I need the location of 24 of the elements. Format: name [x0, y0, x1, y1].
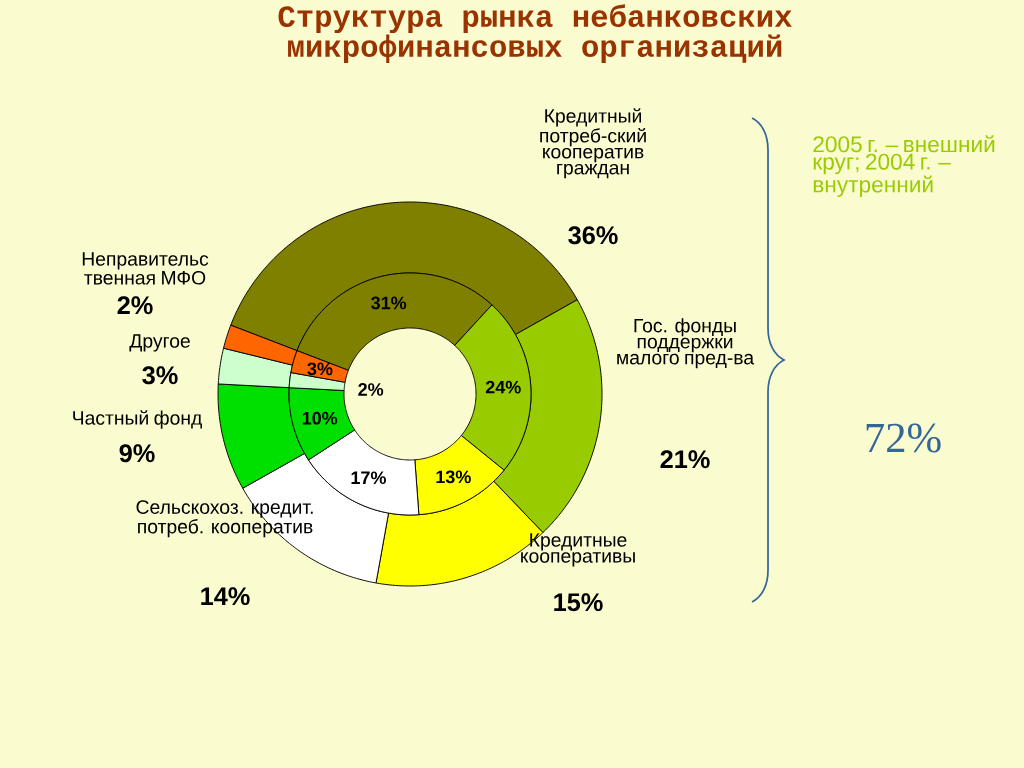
chart-title: Структура рынка небанковских микрофинансовых организаций — [278, 4, 792, 64]
slice-label: Другое — [129, 334, 190, 352]
data-label: 3% — [307, 362, 333, 376]
data-label: 24% — [485, 380, 521, 394]
data-label: 14% — [201, 587, 250, 606]
text: 72% — [866, 423, 941, 453]
data-label: 15% — [554, 593, 603, 612]
data-label: 17% — [351, 471, 386, 485]
slice-label: Кредитные кооперативы — [521, 533, 635, 567]
slice-label: Частный фонд — [73, 410, 202, 429]
data-label: 21% — [660, 450, 710, 469]
data-label: 3% — [142, 366, 178, 385]
data-label: 9% — [119, 444, 155, 463]
data-label: 2% — [358, 383, 384, 396]
slice-label: Сельскохоз. кредит. потреб. кооператив — [136, 500, 313, 538]
data-label: 2% — [117, 296, 153, 315]
slice-label: Гос. фонды поддержки малого пред-ва — [617, 318, 755, 369]
data-label: 10% — [302, 411, 338, 425]
text: 2005 г. – внешний круг; 2004 г. – внутренний — [813, 135, 995, 198]
data-label: 36% — [568, 226, 618, 245]
slice-label: Неправительс твенная МФО — [82, 252, 209, 285]
data-label: 13% — [436, 470, 471, 484]
data-label: 31% — [371, 296, 407, 310]
slice-label: Кредитный потреб-ский кооператив граждан — [540, 108, 646, 179]
